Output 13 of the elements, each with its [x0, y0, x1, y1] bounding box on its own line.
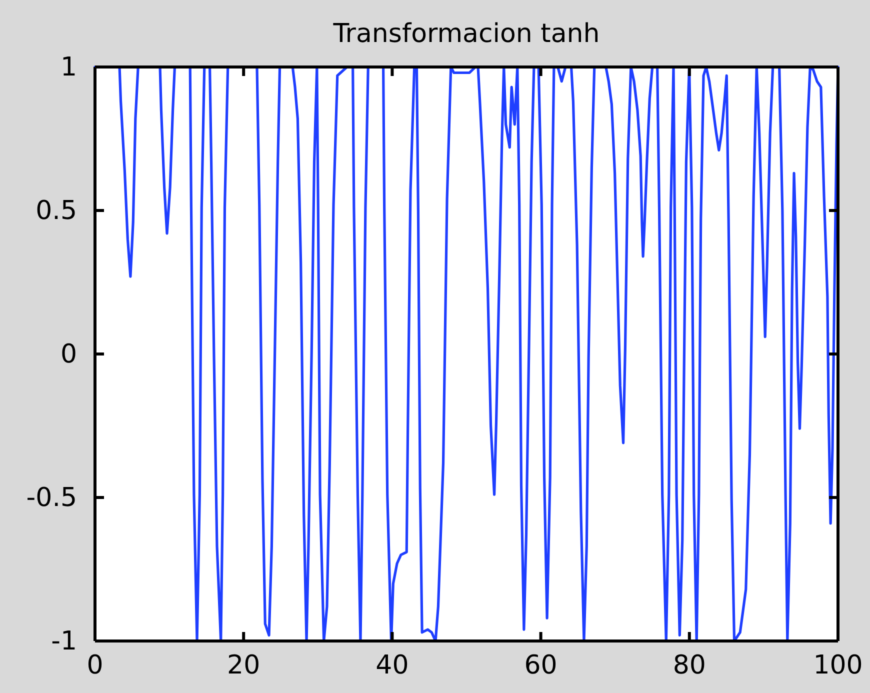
line-series	[94, 66, 840, 642]
x-tick-label: 80	[672, 650, 706, 680]
y-tick-label: -0.5	[26, 482, 77, 513]
x-tick-label: 20	[227, 650, 260, 680]
x-tick-label: 100	[813, 650, 863, 680]
x-tick-label: 60	[524, 650, 558, 680]
y-tick-label: 1	[60, 52, 77, 82]
y-tick-label: 0	[60, 339, 77, 370]
y-tick-label: 0.5	[36, 196, 77, 226]
y-tick-label: -1	[51, 626, 77, 656]
x-tick-label: 40	[376, 650, 409, 680]
chart-title: Transformacion tanh	[332, 19, 600, 49]
x-tick-label: 0	[86, 650, 104, 680]
